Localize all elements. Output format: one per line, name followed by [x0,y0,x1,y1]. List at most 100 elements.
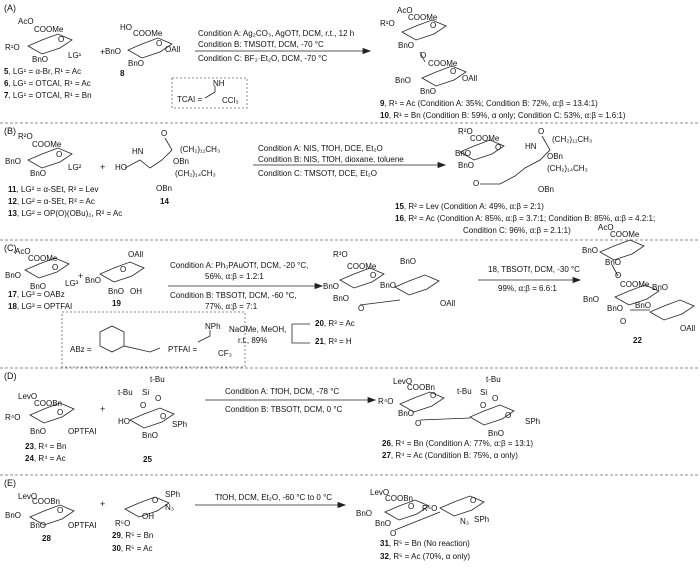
glycosidic-bond [611,264,619,277]
substituent-label: BnO [583,295,600,304]
substituent-label: BnO [30,169,47,178]
compound-number: 26 [382,439,391,448]
pyranose-ring [29,504,75,526]
compound-label: 32, R⁵ = Ac (70%, α only) [380,553,470,561]
substituent-label: O [120,265,127,274]
substituent-label: OBn [156,184,173,193]
compound-number: 25 [143,455,152,464]
substituent-label: O [155,394,162,403]
substituent-label: (CH₂)₁₄CH₃ [175,169,216,178]
substituent-label: BnO [30,282,47,291]
substituent-label: OAll [165,45,181,54]
substituent-label: t-Bu [150,375,165,384]
compound-number: 5 [4,67,9,76]
substituent-label: COOMe [470,134,500,143]
substituent-label: HN [132,147,144,156]
substituent-label: BnO [5,271,22,280]
substituent-label: OH [130,287,142,296]
substituent-label: CF₃ [218,349,232,358]
reaction-condition: 56%, α:β = 1.2:1 [205,272,264,281]
compound-description: , R⁵ = Ac (70%, α only) [388,552,470,561]
compound-description: , R⁵ = Bn [120,531,154,540]
substituent-label: O [620,317,627,326]
substituent-label: OH [142,512,154,521]
substituent-label: O [52,263,59,272]
pyranose-ring [27,33,73,55]
substituent-label: COOMe [34,25,64,34]
substituent-label: O [470,496,477,505]
compound-number: 8 [120,69,125,78]
compound-number: 27 [382,451,391,460]
substituent-label: O [505,411,512,420]
compound-label: 20, R³ = Ac [315,320,355,328]
pyranose-ring [469,404,515,426]
compound-label: 25 [143,456,152,464]
substituent-label: OAll [462,74,478,83]
substituent-label: t-Bu [118,388,133,397]
compound-number: 28 [42,534,51,543]
compound-number: 6 [4,79,9,88]
substituent-label: AcO [397,6,413,15]
substituent-label: AcO [598,223,614,232]
substituent-label: R¹O [380,19,395,28]
substituent-label: BnO [652,283,669,292]
substituent-label: ABz = [70,345,92,354]
substituent-label: LevO [18,392,38,401]
glycosidic-bond [394,511,441,531]
compound-label: 12, LG² = α-SEt, R² = Ac [8,198,95,206]
substituent-label: O [430,391,437,400]
compound-description: , R¹ = Ac (Condition A: 35%; Condition B… [384,99,598,108]
arrowhead [314,282,324,290]
compound-label: 28 [42,535,51,543]
substituent-label: BnO [30,427,47,436]
deprotection-arrow [291,324,310,344]
substituent-label: O [56,150,63,159]
compound-number: 7 [4,91,9,100]
compound-label: 27, R⁴ = Ac (Condition B: 75%, α only) [382,452,518,460]
substituent-label: O [370,271,377,280]
substituent-label: BnO [32,55,49,64]
glycosidic-bond [359,299,401,306]
compound-label: 6, LG¹ = OTCAI, R¹ = Ac [4,80,91,88]
reaction-condition: Condition B: TBSOTf, DCM, -60 °C, [170,291,297,300]
compound-description: , R³ = Ac [323,319,355,328]
substituent-label: OAll [680,324,696,333]
substituent-label: OBn [173,157,190,166]
substituent-label: O [450,67,457,76]
compound-label: 7, LG¹ = OTCAI, R¹ = Bn [4,92,92,100]
substituent-label: R¹O [5,43,20,52]
substituent-label: BnO [635,301,652,310]
reaction-condition: Condition B: TMSOTf, DCM, -70 °C [198,40,324,49]
substituent-label: Si [480,388,488,397]
substituent-label: O [161,129,168,138]
substituent-label: O [492,394,499,403]
substituent-label: O [420,51,427,60]
alkyne-cyclopropyl [123,345,161,353]
pyranose-ring [384,499,430,521]
substituent-label: N₃ [165,503,175,512]
section-label: (B) [4,126,16,136]
compound-label: 19 [112,300,121,308]
compound-label: 9, R¹ = Ac (Condition A: 35%; Condition … [380,100,598,108]
substituent-label: O [156,39,163,48]
substituent-label: COOMe [347,262,377,271]
pyranose-ring [459,139,505,161]
definition-box [171,77,248,109]
substituent-label: OBn [538,185,555,194]
substituent-label: HN [525,142,537,151]
substituent-label: BnO [323,282,340,291]
compound-description: , LG¹ = α-Br, R¹ = Ac [8,67,82,76]
compound-label: Condition C: 96%, α:β = 2.1:1) [463,227,571,235]
compound-description: , R⁴ = Bn [33,442,67,451]
substituent-label: NPh [205,322,221,331]
substituent-label: OPTFAI [68,521,97,530]
pyranose-ring [439,495,485,517]
pyranose-ring [614,284,660,306]
arrowhead [437,161,447,169]
compound-description: , R⁴ = Ac [33,454,66,463]
compound-number: 9 [380,99,385,108]
substituent-label: CCl₃ [222,96,239,105]
pyranose-ring [27,147,73,169]
reaction-condition: Condition A: NIS, TfOH, DCE, Et₂O [258,144,383,153]
compound-description: , R⁵ = Ac [120,544,153,553]
